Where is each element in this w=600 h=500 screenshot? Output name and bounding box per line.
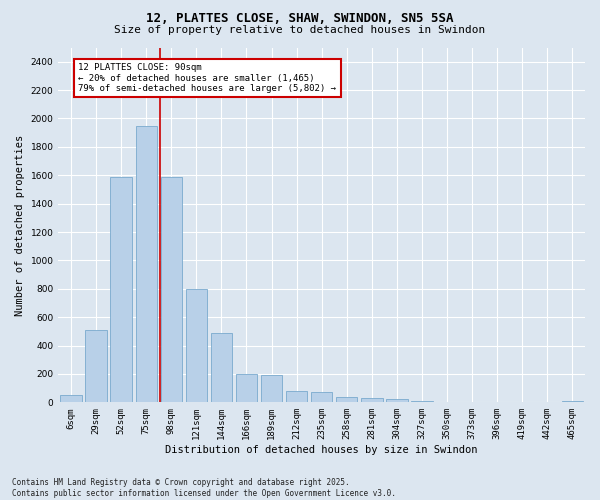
Text: 12 PLATTES CLOSE: 90sqm
← 20% of detached houses are smaller (1,465)
79% of semi: 12 PLATTES CLOSE: 90sqm ← 20% of detache… — [79, 63, 337, 93]
Bar — [161, 176, 182, 402]
Bar — [562, 401, 583, 402]
Bar — [386, 400, 407, 402]
Bar — [60, 395, 82, 402]
Text: 12, PLATTES CLOSE, SHAW, SWINDON, SN5 5SA: 12, PLATTES CLOSE, SHAW, SWINDON, SN5 5S… — [146, 12, 454, 26]
Bar — [361, 398, 383, 402]
Bar — [336, 396, 358, 402]
Bar — [110, 176, 132, 402]
Bar — [311, 392, 332, 402]
Bar — [185, 289, 207, 403]
Bar — [261, 374, 282, 402]
Bar — [136, 126, 157, 402]
X-axis label: Distribution of detached houses by size in Swindon: Distribution of detached houses by size … — [166, 445, 478, 455]
Y-axis label: Number of detached properties: Number of detached properties — [15, 134, 25, 316]
Text: Size of property relative to detached houses in Swindon: Size of property relative to detached ho… — [115, 25, 485, 35]
Bar — [211, 333, 232, 402]
Bar — [412, 401, 433, 402]
Bar — [85, 330, 107, 402]
Bar — [286, 391, 307, 402]
Bar — [236, 374, 257, 402]
Text: Contains HM Land Registry data © Crown copyright and database right 2025.
Contai: Contains HM Land Registry data © Crown c… — [12, 478, 396, 498]
